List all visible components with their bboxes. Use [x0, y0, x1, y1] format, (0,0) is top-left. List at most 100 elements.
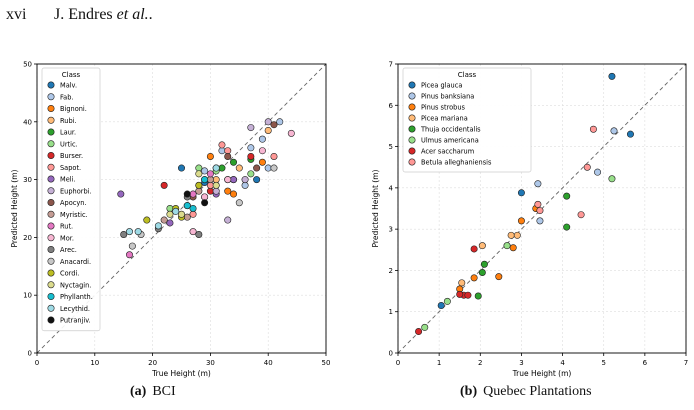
chart-b-xtick-label: 7 — [684, 359, 688, 367]
chart-a-point — [218, 147, 226, 155]
chart-a-ytick-label: 0 — [28, 350, 32, 358]
chart-a-point — [241, 176, 249, 184]
chart-a-point — [189, 228, 197, 236]
chart-a-point — [189, 210, 197, 218]
chart-b-point — [507, 231, 515, 239]
chart-a-legend-label: Euphorbi. — [60, 187, 92, 195]
chart-b-point — [589, 125, 597, 133]
chart-a-point — [195, 181, 203, 189]
chart-b-xtick-label: 4 — [560, 359, 565, 367]
chart-a-point — [230, 158, 238, 166]
chart-b-xtick-label: 2 — [478, 359, 482, 367]
chart-a-point — [253, 164, 261, 172]
chart-a-legend-title: Class — [62, 71, 81, 79]
chart-a-legend-label: Phyllanth. — [60, 293, 93, 301]
chart-a-point — [195, 187, 203, 195]
chart-b-legend-label: Acer saccharum — [421, 148, 474, 156]
chart-a-point — [178, 210, 186, 218]
chart-a-legend-marker — [47, 222, 55, 230]
chart-a-point — [264, 126, 272, 134]
chart-a-legend: Class Malv. Fab. Bignoni. Rubi. Laur. Urtic. Bu… — [41, 67, 101, 332]
chart-b-ytick-label: 5 — [389, 143, 393, 151]
chart-a-legend-marker — [47, 234, 55, 242]
chart-a-point — [212, 164, 220, 172]
chart-a-point — [230, 176, 238, 184]
chart-a-legend-label: Rut. — [60, 223, 73, 231]
chart-a-legend-marker — [47, 304, 55, 312]
chart-a-ytick-label: 30 — [23, 176, 32, 184]
chart-a-point — [206, 170, 214, 178]
chart-a-point — [160, 216, 168, 224]
chart-a-point — [201, 167, 209, 175]
chart-a-legend-marker — [47, 257, 55, 265]
chart-b-legend: Class Picea glauca Pinus banksiana Pinus st… — [402, 67, 532, 173]
chart-b-point — [534, 180, 542, 188]
chart-a-point — [270, 121, 278, 129]
chart-b-legend-label: Picea mariana — [421, 115, 468, 123]
chart-a-legend-marker — [47, 116, 55, 124]
chart-a-point — [183, 190, 191, 198]
chart-b-ytick-label: 6 — [389, 102, 394, 110]
chart-a-point — [270, 164, 278, 172]
chart-a-point — [195, 164, 203, 172]
chart-a-point — [195, 170, 203, 178]
chart-a-xtick-label: 0 — [35, 359, 39, 367]
authors-name: J. Endres — [54, 6, 117, 23]
chart-b-legend-label: Pinus banksiana — [421, 93, 474, 101]
chart-b-point — [517, 189, 525, 197]
chart-a-ytick-label: 50 — [23, 61, 32, 69]
chart-b-point — [421, 323, 429, 331]
chart-a-legend-label: Lecythid. — [60, 305, 90, 313]
chart-b-ylabel: Predicted Height (m) — [371, 169, 380, 247]
chart-b-legend-label: Ulmus americana — [421, 137, 479, 145]
chart-a-ytick-label: 10 — [23, 292, 32, 300]
chart-a-legend-label: Malv. — [60, 82, 77, 90]
chart-a-point — [166, 219, 174, 227]
chart-b-ytick-label: 7 — [389, 61, 393, 69]
chart-a-xtick-label: 40 — [264, 359, 273, 367]
chart-a-point — [264, 164, 272, 172]
chart-a-point — [224, 147, 232, 155]
chart-a-point — [183, 213, 191, 221]
chart-b-point — [509, 244, 517, 252]
chart-a-legend-marker — [47, 152, 55, 160]
chart-b-xtick-label: 6 — [643, 359, 648, 367]
chart-a: 0 10 20 30 40 50 0 10 20 30 40 50 True Height (m) Pre… — [10, 61, 330, 379]
chart-a-point — [134, 228, 142, 236]
chart-a-point — [125, 251, 133, 259]
page-number: xvi — [6, 6, 27, 23]
authors-period: . — [148, 6, 153, 23]
chart-b-point — [536, 217, 544, 225]
chart-b-point — [480, 260, 488, 268]
chart-a-xtick-label: 30 — [206, 359, 215, 367]
chart-b-legend-box — [402, 67, 532, 173]
chart-b-xtick-label: 0 — [396, 359, 400, 367]
chart-b-point — [608, 175, 616, 183]
chart-a-legend-box — [41, 67, 101, 332]
chart-a-legend-marker — [47, 175, 55, 183]
chart-a-point — [178, 164, 186, 172]
chart-a-point — [201, 193, 209, 201]
chart-a-point — [189, 190, 197, 198]
chart-b-point — [474, 292, 482, 300]
chart-b-legend-marker — [408, 92, 416, 100]
caption-a-label: (a) — [130, 384, 147, 399]
chart-a-legend-marker — [47, 210, 55, 218]
chart-b-point — [458, 279, 466, 287]
caption-b-text: Quebec Plantations — [483, 384, 592, 399]
chart-a-point — [206, 187, 214, 195]
chart-a-legend-label: Laur. — [60, 129, 76, 137]
chart-a-point — [166, 210, 174, 218]
chart-a-point — [264, 118, 272, 126]
chart-b-point — [456, 290, 464, 298]
caption-b: (b) Quebec Plantations — [460, 384, 592, 400]
running-head-authors: J. Endres et al.. — [54, 6, 153, 24]
chart-a-point — [230, 190, 238, 198]
chart-a-xtick-label: 10 — [90, 359, 99, 367]
chart-b-point — [563, 223, 571, 231]
chart-b-legend-marker — [408, 81, 416, 89]
chart-b-point — [437, 302, 445, 310]
chart-b-point — [513, 231, 521, 239]
chart-b-ytick-label: 2 — [389, 267, 393, 275]
chart-a-identity-line — [36, 63, 327, 354]
